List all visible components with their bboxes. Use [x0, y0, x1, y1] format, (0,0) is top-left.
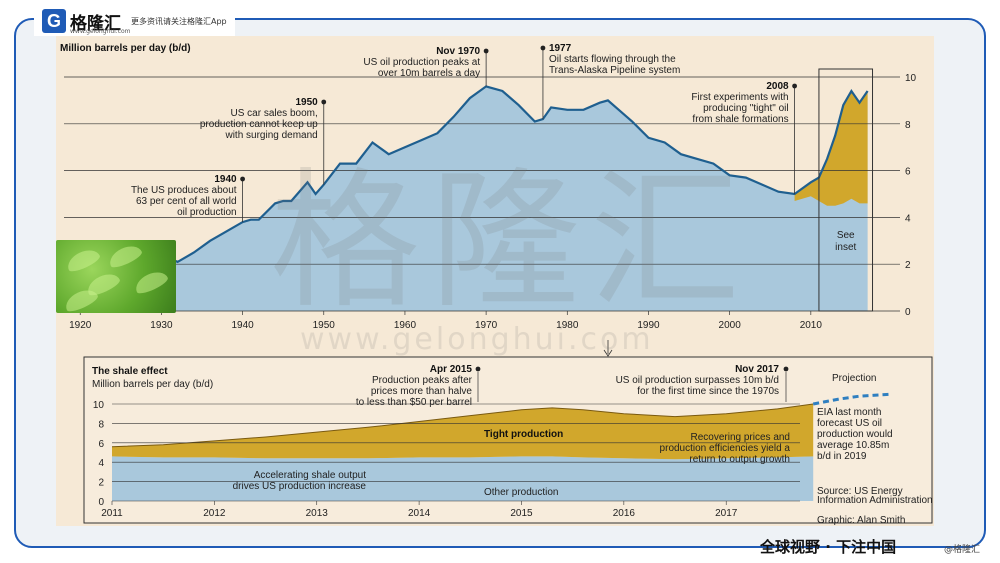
inset-ytick-label: 8 — [98, 419, 104, 430]
other-production-label: Other production — [484, 487, 559, 498]
main-ytick-label: 8 — [905, 120, 911, 131]
leaf-image — [56, 240, 176, 315]
main-ytick-label: 4 — [905, 213, 911, 224]
annotation-dot — [483, 48, 489, 54]
inset-ytick-label: 4 — [98, 458, 104, 469]
annotation-year: 1977 — [549, 43, 572, 54]
main-ylabel: Million barrels per day (b/d) — [60, 43, 191, 54]
side-note-text: b/d in 2019 — [817, 451, 867, 462]
graphic-credit: Graphic: Alan Smith — [817, 515, 905, 526]
annotation-year: 1940 — [214, 174, 237, 185]
projection-label: Projection — [832, 373, 876, 384]
inset-annotation-text: Accelerating shale output — [254, 470, 367, 481]
side-note-text: production would — [817, 429, 893, 440]
annotation-text: Oil starts flowing through the — [549, 54, 676, 65]
main-ytick-label: 0 — [905, 307, 911, 318]
inset-title: The shale effect — [92, 366, 168, 377]
inset-ytick-label: 10 — [93, 400, 105, 411]
projection-line — [812, 392, 891, 406]
annotation-dot — [540, 45, 546, 51]
side-note-text: EIA last month — [817, 407, 881, 418]
annotation-text: Trans-Alaska Pipeline system — [549, 65, 680, 76]
main-xtick-label: 1930 — [150, 320, 173, 331]
inset-label: See — [837, 230, 855, 241]
main-xtick-label: 1980 — [556, 320, 579, 331]
annotation-text: production cannot keep up — [200, 119, 318, 130]
main-xtick-label: 1940 — [231, 320, 254, 331]
annotation-text: over 10m barrels a day — [378, 68, 480, 79]
production-line — [160, 85, 869, 264]
inset-xtick-label: 2011 — [101, 508, 123, 519]
inset-annotation-text: return to output growth — [689, 454, 790, 465]
inset-ytick-label: 2 — [98, 478, 104, 489]
annotation-text: producing "tight" oil — [703, 103, 788, 114]
inset-arrow-head — [603, 349, 613, 357]
production-area — [161, 86, 868, 312]
inset-ylabel: Million barrels per day (b/d) — [92, 379, 213, 390]
logo-icon: G — [42, 9, 66, 33]
main-ytick-label: 10 — [905, 73, 917, 84]
brand-header: G 格隆汇 www.gelonghui.com 更多资讯请关注格隆汇App — [34, 6, 235, 36]
inset-annotation-text: to less than $50 per barrel — [356, 397, 472, 408]
source-text-cut: Information Administration — [817, 495, 933, 506]
inset-annotation-year: Apr 2015 — [430, 364, 473, 375]
main-xtick-label: 1970 — [475, 320, 498, 331]
total-line — [111, 403, 814, 448]
tight-production-label: Tight production — [484, 429, 563, 440]
inset-annotation-text: for the first time since the 1970s — [637, 386, 779, 397]
main-xtick-label: 1950 — [313, 320, 336, 331]
annotation-dot — [240, 176, 245, 182]
inset-box — [818, 68, 874, 312]
inset-xtick-label: 2012 — [203, 508, 226, 519]
main-xtick-label: 1990 — [637, 320, 660, 331]
annotation-dot — [792, 83, 797, 89]
inset-annotation-dot — [783, 366, 789, 372]
footer-handle: @格隆汇 — [944, 545, 981, 555]
inset-annotation-text: production efficiencies yield a — [660, 443, 791, 454]
annotation-year: 2008 — [766, 81, 789, 92]
annotation-year: Nov 1970 — [436, 46, 480, 57]
annotation-text: from shale formations — [692, 114, 788, 125]
annotation-dot — [321, 99, 327, 105]
inset-xtick-label: 2016 — [613, 508, 636, 519]
inset-label: inset — [835, 242, 856, 253]
inset-annotation-text: prices more than halve — [371, 386, 473, 397]
main-ytick-label: 6 — [905, 167, 911, 178]
annotation-text: with surging demand — [224, 130, 317, 141]
tight-production-area — [112, 404, 814, 460]
annotation-text: US oil production peaks at — [363, 57, 480, 68]
side-note-text: forecast US oil — [817, 418, 882, 429]
inset-xtick-label: 2015 — [510, 508, 533, 519]
annotation-text: First experiments with — [691, 92, 788, 103]
inset-xtick-label: 2017 — [715, 508, 738, 519]
inset-xtick-label: 2014 — [408, 508, 431, 519]
other-production-area — [112, 456, 814, 501]
annotation-text: US car sales boom, — [230, 108, 317, 119]
annotation-text: 63 per cent of all world — [136, 196, 237, 207]
brand-name: 格隆汇 — [70, 13, 121, 34]
source-text: Source: US Energy — [817, 486, 903, 497]
main-xtick-label: 2000 — [719, 320, 742, 331]
inset-annotation-text: US oil production surpasses 10m b/d — [616, 375, 779, 386]
inset-annotation-year: Nov 2017 — [735, 364, 779, 375]
annotation-text: oil production — [177, 207, 236, 218]
inset-annotation-text: Recovering prices and — [691, 432, 791, 443]
main-xtick-label: 1920 — [69, 320, 92, 331]
inset-annotation-dot — [475, 366, 481, 372]
annotation-year: 1950 — [296, 97, 319, 108]
brand-tagline: 更多资讯请关注格隆汇App — [131, 16, 227, 26]
inset-annotation-text: drives US production increase — [233, 481, 367, 492]
inset-xtick-label: 2013 — [306, 508, 329, 519]
inset-annotation-text: Production peaks after — [372, 375, 473, 386]
footer-slogan: 全球视野 · 下注中国 — [760, 538, 897, 556]
logo-subtitle: www.gelonghui.com — [70, 28, 131, 35]
annotation-text: The US produces about — [131, 185, 237, 196]
inset-ytick-label: 6 — [98, 439, 104, 450]
main-xtick-label: 2010 — [800, 320, 823, 331]
inset-ytick-label: 0 — [98, 497, 104, 508]
main-xtick-label: 1960 — [394, 320, 417, 331]
main-ytick-label: 2 — [905, 260, 911, 271]
side-note-text: average 10.85m — [817, 440, 889, 451]
